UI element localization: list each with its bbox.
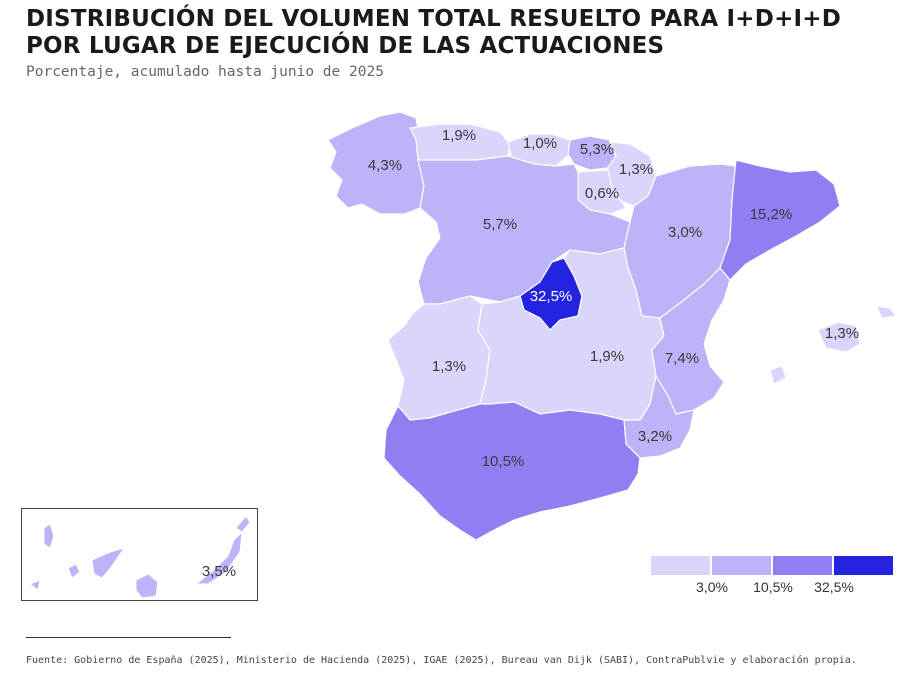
region-illes-balears[interactable] xyxy=(769,305,897,385)
label-pais-vasco: 5,3% xyxy=(580,141,614,158)
region-comunitat-valenciana[interactable] xyxy=(651,267,731,415)
region-cataluna[interactable] xyxy=(719,159,841,281)
label-cantabria: 1,0% xyxy=(523,135,557,152)
map-subtitle: Porcentaje, acumulado hasta junio de 202… xyxy=(26,64,384,80)
source-note: Fuente: Gobierno de España (2025), Minis… xyxy=(26,655,857,666)
label-cataluna: 15,2% xyxy=(750,206,793,223)
legend-tick: 3,0% xyxy=(696,579,728,595)
legend-swatch-medium xyxy=(773,556,832,575)
legend-tick: 10,5% xyxy=(753,579,793,595)
legend-color-scale xyxy=(651,556,893,575)
region-andalucia[interactable] xyxy=(383,401,641,541)
label-asturias: 1,9% xyxy=(442,127,476,144)
legend-tick: 32,5% xyxy=(814,579,854,595)
label-aragon: 3,0% xyxy=(668,224,702,241)
canarias-inset-frame xyxy=(21,508,258,601)
label-andalucia: 10,5% xyxy=(482,453,525,470)
label-madrid: 32,5% xyxy=(530,288,573,305)
spain-choropleth-map: 4,3% 1,9% 1,0% 5,3% 1,3% 0,6% 5,7% 3,0% … xyxy=(28,111,897,599)
legend-swatch-light xyxy=(712,556,771,575)
label-la-rioja: 0,6% xyxy=(585,185,619,202)
label-comunitat-valenciana: 7,4% xyxy=(665,350,699,367)
legend-ticks: 3,0% 10,5% 32,5% xyxy=(651,575,893,595)
label-extremadura: 1,3% xyxy=(432,358,466,375)
region-galicia[interactable] xyxy=(327,111,425,215)
legend-swatch-dark xyxy=(834,556,893,575)
label-murcia: 3,2% xyxy=(638,428,672,445)
label-galicia: 4,3% xyxy=(368,157,402,174)
label-castilla-y-leon: 5,7% xyxy=(483,216,517,233)
map-title: DISTRIBUCIÓN DEL VOLUMEN TOTAL RESUELTO … xyxy=(26,6,842,59)
legend-swatch-lightest xyxy=(651,556,710,575)
label-navarra: 1,3% xyxy=(619,161,653,178)
source-divider xyxy=(26,637,231,638)
region-canarias[interactable] xyxy=(28,515,251,599)
label-illes-balears: 1,3% xyxy=(825,325,859,342)
legend: 3,0% 10,5% 32,5% xyxy=(651,556,893,596)
label-castilla-la-mancha: 1,9% xyxy=(590,348,624,365)
label-canarias: 3,5% xyxy=(202,563,236,580)
